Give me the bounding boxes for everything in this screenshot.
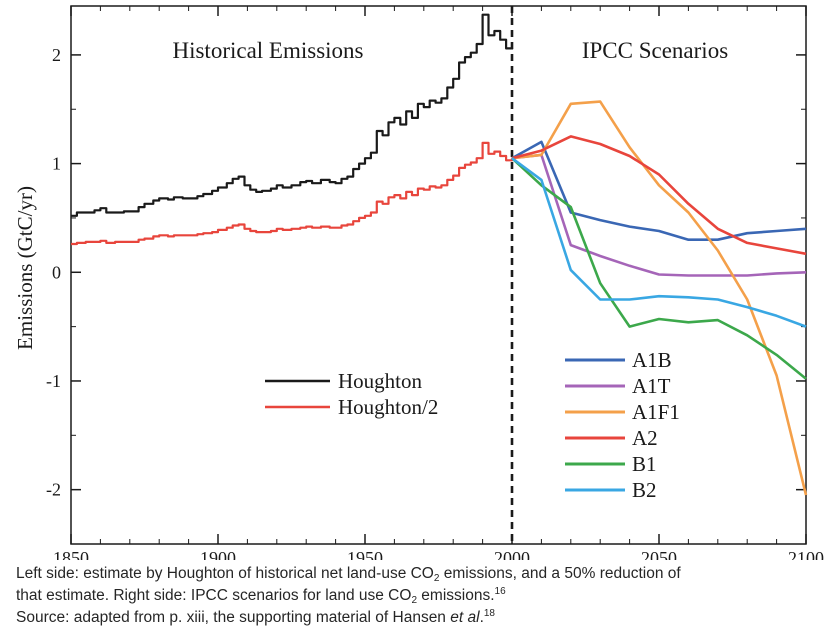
series-line-houghton (71, 13, 514, 217)
x-tick-label: 2000 (494, 548, 530, 560)
series-line-houghton-2 (71, 141, 514, 246)
emissions-chart: Emissions (GtC/yr) 1850 1900 1950 2000 2050 2… (13, 5, 824, 560)
caption-line-2: that estimate. Right side: IPCC scenario… (16, 586, 506, 606)
legend-label: A1T (632, 374, 671, 398)
y-tick-label: 2 (52, 45, 61, 65)
y-tick-label: -1 (46, 371, 61, 391)
series-line-b1 (511, 157, 807, 380)
x-tick-label: 1850 (53, 548, 89, 560)
legend-label: B2 (632, 478, 657, 502)
series-line-a1t (511, 153, 807, 277)
y-tick-label: 1 (52, 154, 61, 174)
legend-label: A1F1 (632, 400, 680, 424)
y-tick-label: -2 (46, 480, 61, 500)
series-line-b2 (511, 157, 807, 328)
caption-line-1: Left side: estimate by Houghton of histo… (16, 565, 681, 584)
x-tick-label: 1950 (347, 548, 383, 560)
series-line-a2 (511, 135, 807, 256)
series-line-a1b (511, 140, 807, 241)
right-section-title: IPCC Scenarios (582, 38, 728, 63)
x-tick-label: 2100 (788, 548, 824, 560)
legend-label: Houghton (338, 369, 423, 393)
plot-frame (70, 5, 807, 545)
plot-area: 1850 1900 1950 2000 2050 2100 -2 -1 0 1 2 Historica… (46, 5, 824, 560)
legend-label: B1 (632, 452, 657, 476)
y-tick-label: 0 (52, 262, 61, 282)
legend-label: A2 (632, 426, 658, 450)
x-tick-label: 1900 (200, 548, 236, 560)
caption-line-3: Source: adapted from p. xiii, the suppor… (16, 608, 495, 627)
figure-caption: Left side: estimate by Houghton of histo… (16, 563, 828, 629)
y-axis-label: Emissions (GtC/yr) (13, 186, 37, 350)
legend-label: Houghton/2 (338, 395, 438, 419)
left-section-title: Historical Emissions (172, 38, 363, 63)
series-line-a1f1 (511, 100, 808, 496)
x-tick-label: 2050 (641, 548, 677, 560)
legend-label: A1B (632, 348, 672, 372)
